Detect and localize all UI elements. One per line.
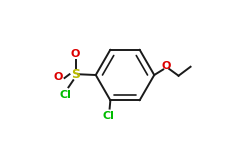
Text: O: O — [71, 49, 80, 59]
Text: Cl: Cl — [103, 111, 115, 121]
Text: O: O — [53, 72, 63, 81]
Text: O: O — [162, 61, 171, 70]
Text: Cl: Cl — [59, 90, 71, 99]
Text: S: S — [71, 68, 80, 81]
